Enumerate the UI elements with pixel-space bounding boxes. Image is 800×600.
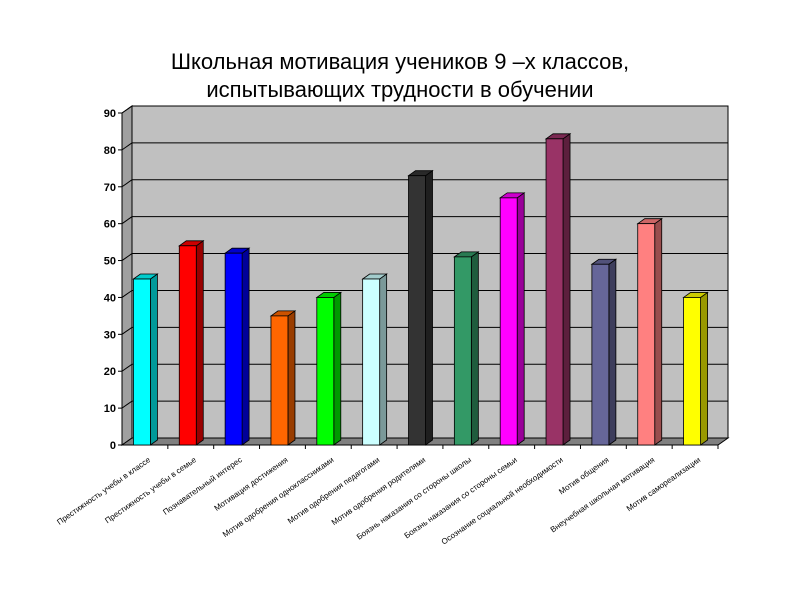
y-tick-label: 30 bbox=[104, 329, 116, 341]
y-tick-label: 70 bbox=[104, 182, 116, 194]
category-label: Престижность учебы в классе bbox=[55, 455, 152, 527]
category-label: Мотив одобрения педагогами bbox=[286, 455, 381, 525]
bar-front bbox=[591, 263, 610, 446]
bar bbox=[544, 133, 572, 446]
category-labels: Престижность учебы в классеПрестижность … bbox=[55, 455, 702, 547]
bar bbox=[682, 291, 709, 446]
bar-front bbox=[362, 278, 381, 446]
bar bbox=[315, 291, 343, 446]
bar-side bbox=[195, 240, 204, 446]
category-label: Мотив самореализации bbox=[625, 455, 702, 513]
bar bbox=[361, 273, 388, 446]
bar-front bbox=[316, 297, 335, 446]
category-label: Мотивация достижения bbox=[213, 455, 290, 513]
bar bbox=[132, 273, 159, 446]
bars bbox=[132, 133, 709, 446]
bar-side bbox=[562, 133, 571, 446]
y-tick-label: 40 bbox=[104, 292, 116, 304]
gridline bbox=[121, 216, 728, 225]
y-tick-label: 80 bbox=[104, 145, 116, 157]
bar-front bbox=[683, 297, 701, 446]
y-tick-label: 90 bbox=[104, 108, 116, 120]
bar-side bbox=[608, 258, 617, 446]
gridline bbox=[121, 326, 728, 335]
bar bbox=[453, 251, 480, 446]
bar-front bbox=[453, 256, 472, 446]
gridline bbox=[121, 253, 728, 261]
gridline bbox=[121, 289, 728, 298]
bar-side bbox=[470, 251, 479, 446]
chart-title: Школьная мотивация учеников 9 –х классов… bbox=[0, 48, 800, 104]
bar-front bbox=[408, 175, 426, 446]
chart-title-line1: Школьная мотивация учеников 9 –х классов… bbox=[170, 49, 630, 74]
bar-side bbox=[425, 169, 433, 446]
y-tick-label: 60 bbox=[104, 219, 116, 231]
bar bbox=[178, 240, 205, 446]
y-tick-label: 10 bbox=[104, 403, 116, 415]
y-tick-label: 50 bbox=[104, 256, 116, 268]
bar-front bbox=[133, 278, 151, 446]
gridline bbox=[121, 400, 728, 409]
bar-side bbox=[287, 310, 296, 446]
bar-side bbox=[333, 291, 342, 446]
gridlines bbox=[121, 105, 728, 409]
bar-side bbox=[700, 291, 708, 446]
category-label: Престижность учебы в семье bbox=[103, 455, 198, 525]
y-tick-label: 0 bbox=[110, 440, 116, 452]
bar-front bbox=[545, 138, 564, 446]
category-label: Познавательный интерес bbox=[161, 455, 243, 516]
chart-title-line2: испытывающих трудности в обучении bbox=[206, 77, 594, 102]
bar bbox=[269, 310, 297, 446]
bar-side bbox=[379, 273, 388, 446]
bar-front bbox=[499, 197, 518, 446]
bar-front bbox=[178, 245, 197, 446]
bar-side bbox=[150, 273, 158, 446]
bar-side bbox=[516, 192, 525, 446]
gridline bbox=[121, 142, 728, 151]
gridline bbox=[121, 179, 728, 188]
axes: 0 10 20 30 40 50 60 70 80 90 bbox=[104, 108, 719, 452]
bar bbox=[636, 217, 663, 446]
category-label: Мотив одобрения родителями bbox=[330, 455, 427, 527]
bar-front bbox=[637, 223, 656, 446]
gridline bbox=[121, 105, 728, 114]
bar-side bbox=[241, 247, 250, 446]
gridline bbox=[121, 363, 728, 372]
bar-side bbox=[654, 217, 663, 446]
bar bbox=[223, 247, 251, 446]
bar bbox=[407, 169, 434, 446]
bar-front bbox=[270, 315, 289, 446]
y-tick-label: 20 bbox=[104, 366, 116, 378]
side-wall bbox=[121, 105, 133, 446]
bar-front bbox=[224, 252, 243, 446]
bar bbox=[590, 258, 618, 446]
bar bbox=[498, 192, 526, 446]
